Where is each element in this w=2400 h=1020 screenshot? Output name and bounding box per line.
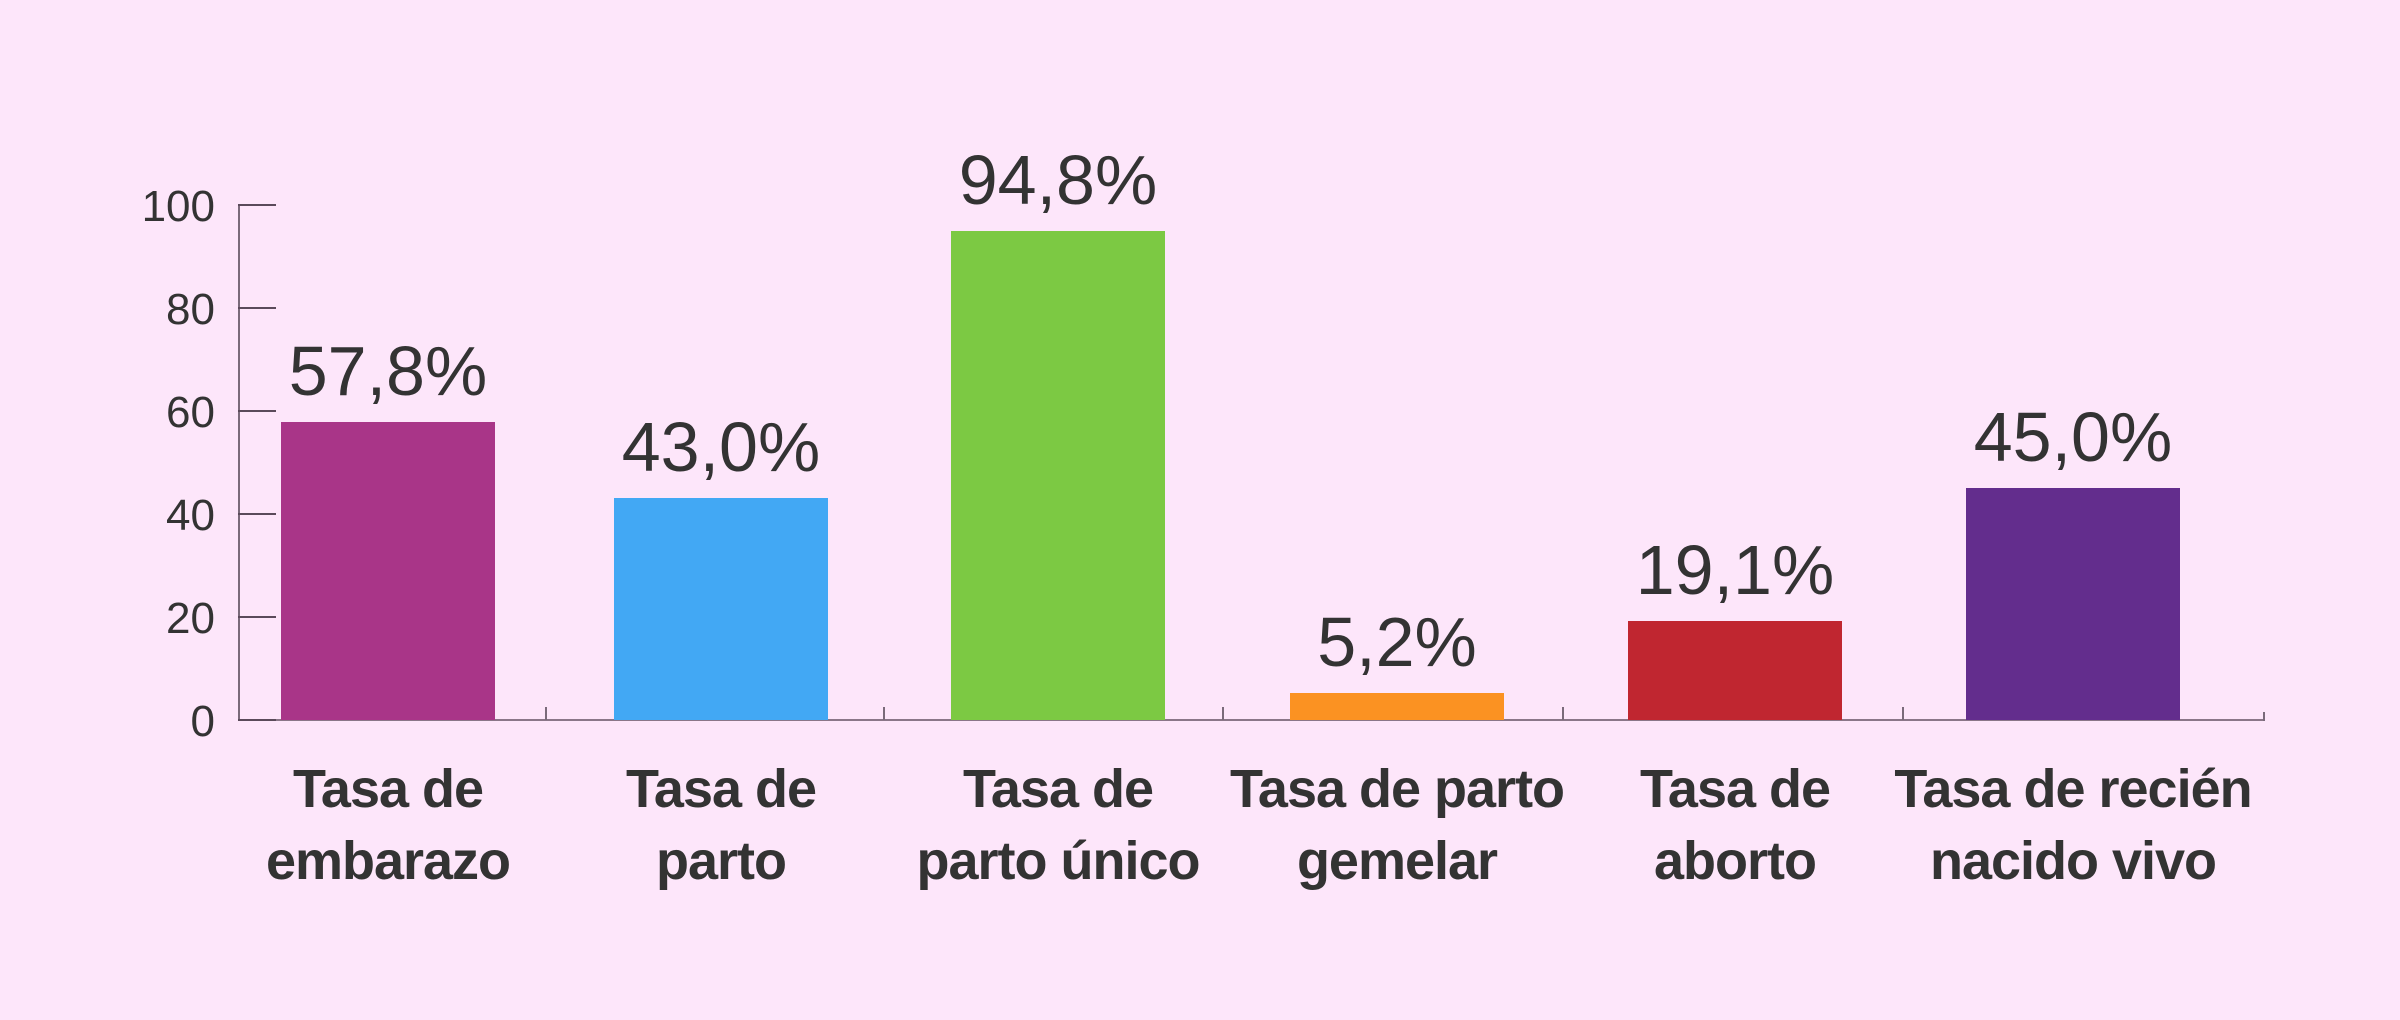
bar-value-label: 43,0%	[621, 408, 821, 486]
y-tick	[238, 719, 276, 721]
x-divider-tick	[883, 707, 885, 720]
y-tick	[238, 513, 276, 515]
category-label: Tasa de recién nacido vivo	[1894, 759, 2252, 891]
category-label: Tasa de aborto	[1639, 759, 1831, 891]
y-tick	[238, 616, 276, 618]
x-divider-tick	[1222, 707, 1224, 720]
bar	[614, 498, 828, 720]
bar	[1966, 488, 2180, 720]
bar-value-label: 57,8%	[288, 332, 488, 410]
y-tick-label: 20	[166, 594, 215, 643]
y-tick	[238, 410, 276, 412]
x-axis-end-tick	[2263, 712, 2265, 721]
y-tick-label: 80	[166, 285, 215, 334]
bar-value-label: 19,1%	[1635, 531, 1835, 609]
y-tick-label: 40	[166, 491, 215, 540]
x-axis	[238, 719, 2265, 721]
category-label: Tasa de parto gemelar	[1229, 759, 1565, 891]
y-axis	[238, 204, 240, 721]
y-tick	[238, 307, 276, 309]
bar	[1290, 693, 1504, 720]
y-tick-label: 60	[166, 388, 215, 437]
bar	[281, 422, 495, 720]
y-tick	[238, 204, 276, 206]
bar-value-label: 94,8%	[958, 141, 1158, 219]
category-label: Tasa de embarazo	[265, 759, 511, 891]
y-tick-label: 100	[141, 182, 215, 231]
y-tick-label: 0	[190, 697, 215, 746]
category-label: Tasa de parto	[625, 759, 817, 891]
x-divider-tick	[545, 707, 547, 720]
bar-value-label: 5,2%	[1317, 603, 1477, 681]
x-divider-tick	[1562, 707, 1564, 720]
category-label: Tasa de parto único	[916, 759, 1201, 891]
bar	[951, 231, 1165, 720]
bar-value-label: 45,0%	[1973, 398, 2173, 476]
x-divider-tick	[1902, 707, 1904, 720]
bar	[1628, 621, 1842, 720]
